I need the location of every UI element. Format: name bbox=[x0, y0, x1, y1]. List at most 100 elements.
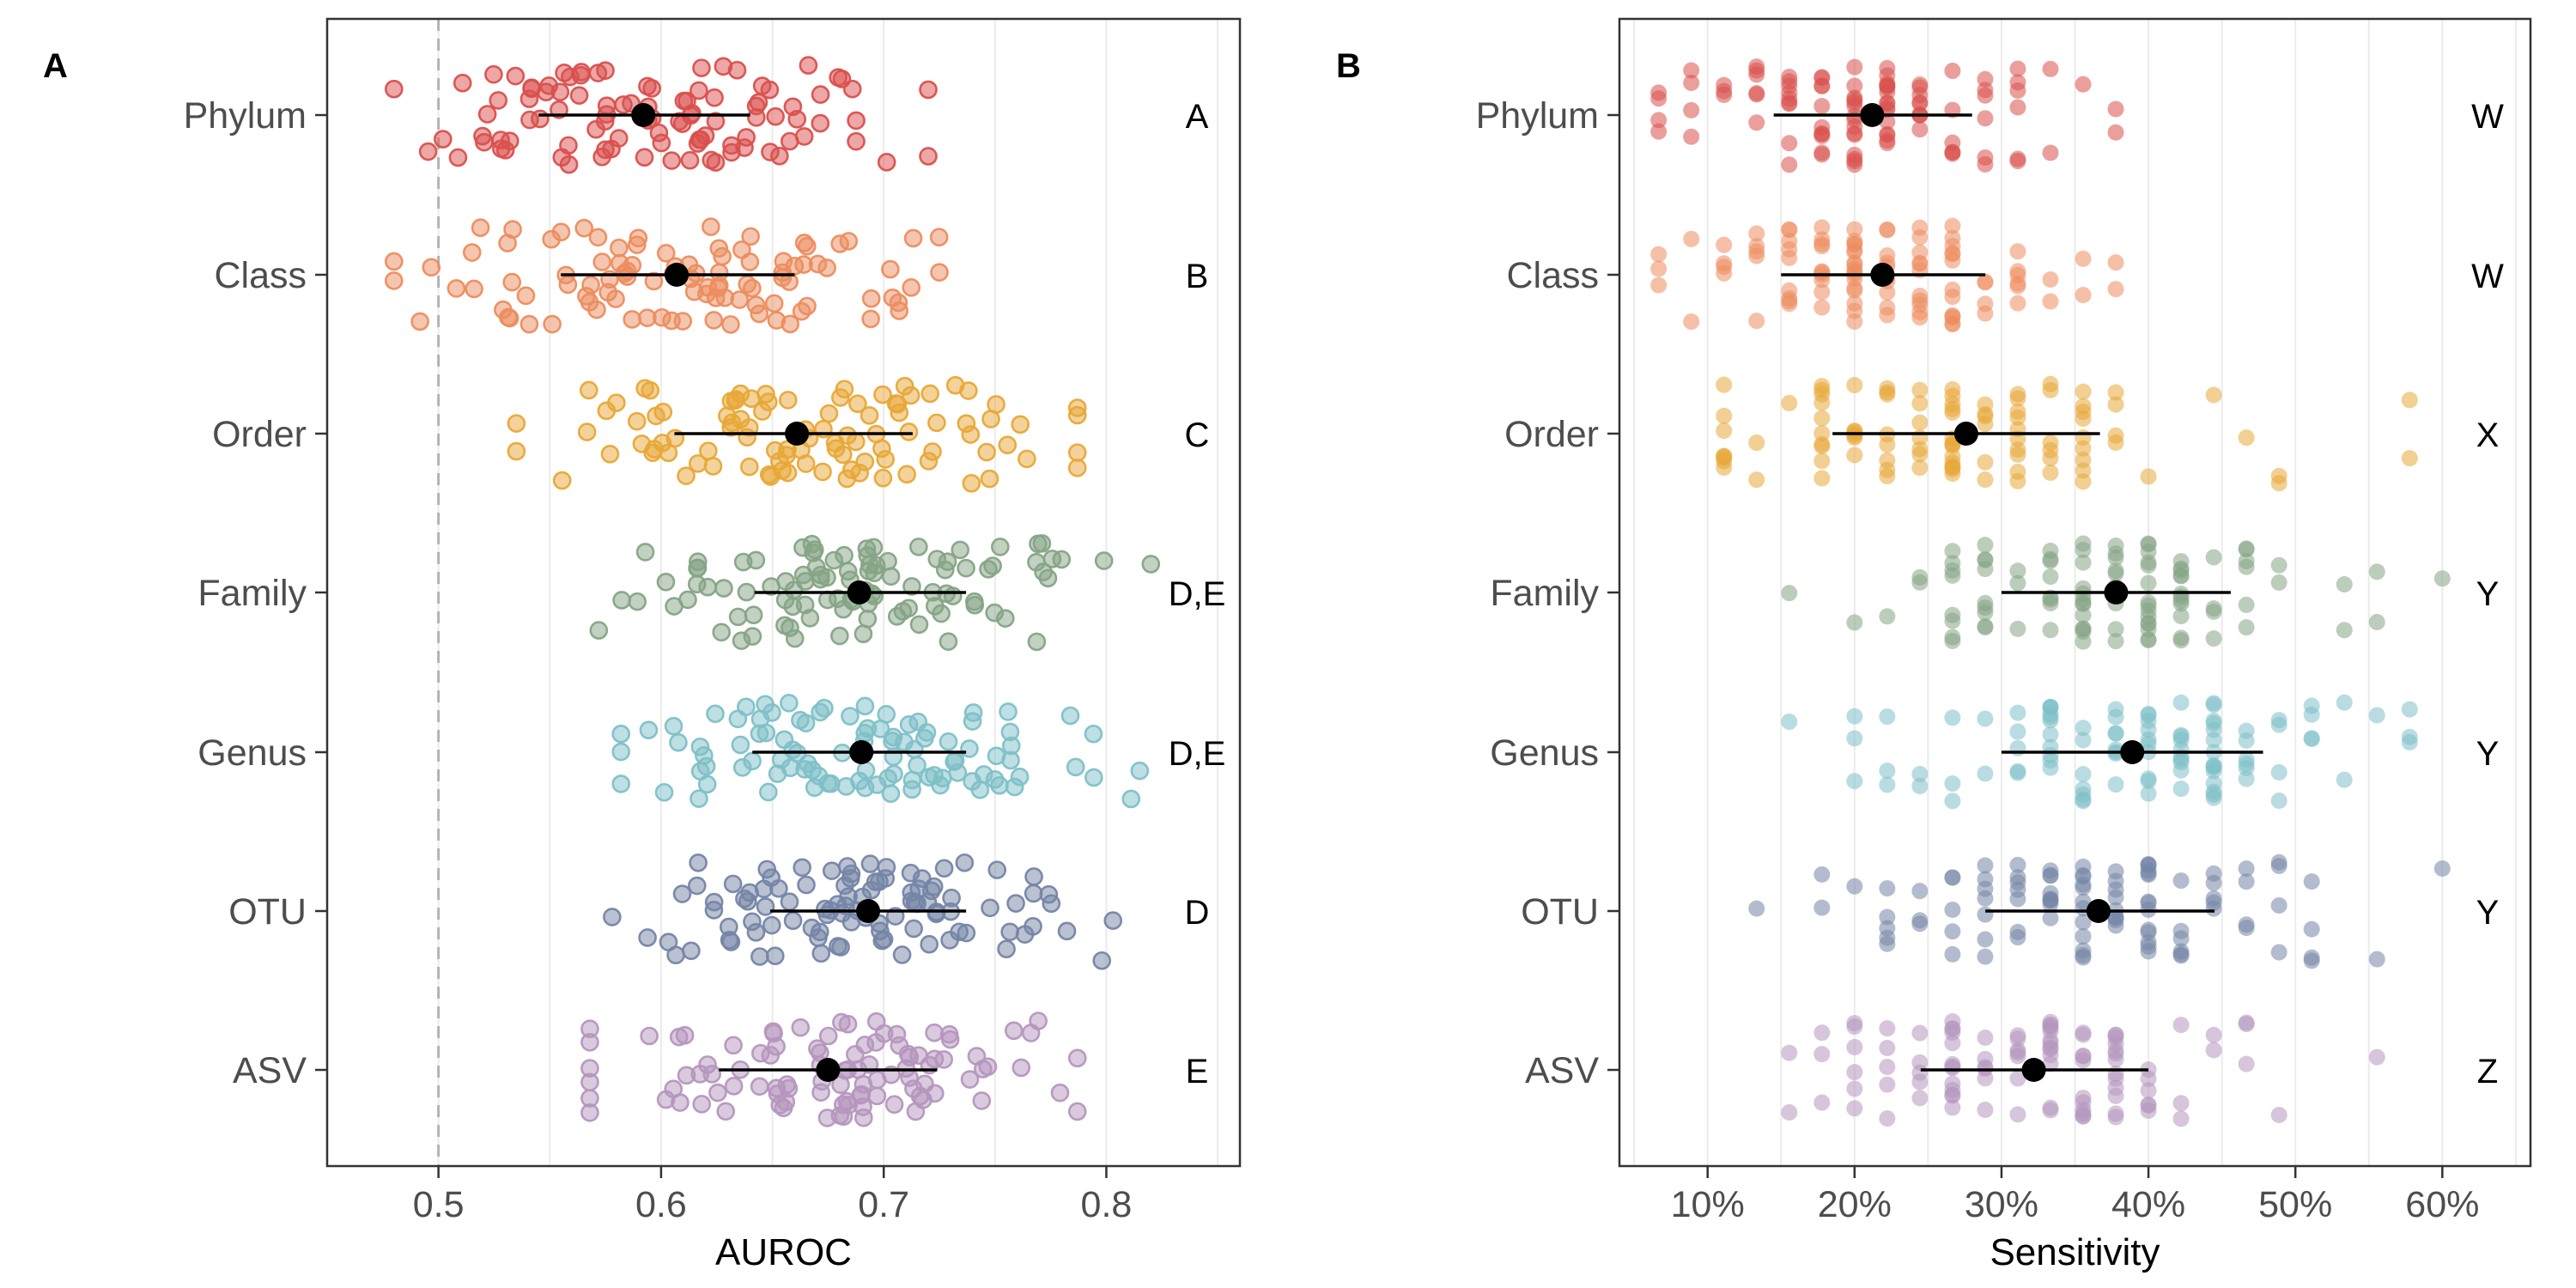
data-point bbox=[1911, 395, 1929, 412]
y-tick-label: Phylum bbox=[184, 95, 307, 137]
data-point bbox=[519, 314, 539, 334]
data-point bbox=[728, 607, 748, 627]
data-point bbox=[774, 252, 793, 271]
data-point bbox=[975, 765, 993, 784]
data-point bbox=[580, 380, 598, 400]
data-point bbox=[811, 113, 830, 133]
data-point bbox=[2009, 574, 2026, 592]
data-point bbox=[746, 550, 766, 570]
data-point bbox=[934, 1050, 954, 1069]
data-point bbox=[721, 933, 741, 951]
data-point bbox=[638, 928, 657, 947]
data-point bbox=[773, 268, 793, 288]
data-point bbox=[927, 413, 946, 433]
data-point bbox=[930, 263, 949, 282]
data-point bbox=[960, 1070, 980, 1089]
data-point bbox=[774, 1098, 793, 1118]
significance-letter: Z bbox=[2477, 1053, 2498, 1091]
data-point bbox=[1977, 295, 1994, 313]
data-point bbox=[1814, 1024, 1831, 1042]
data-point bbox=[2042, 1041, 2059, 1058]
data-point bbox=[1716, 76, 1733, 94]
data-point bbox=[2042, 752, 2059, 769]
data-point bbox=[2107, 100, 2124, 118]
data-point bbox=[1977, 471, 1994, 489]
data-point bbox=[1683, 313, 1700, 331]
data-point bbox=[1781, 585, 1798, 602]
data-point bbox=[858, 609, 878, 629]
data-point bbox=[1814, 470, 1831, 487]
data-point bbox=[489, 91, 508, 110]
data-point bbox=[1911, 228, 1929, 246]
data-point bbox=[832, 70, 852, 88]
data-point bbox=[2009, 446, 2026, 463]
data-point bbox=[2075, 250, 2092, 267]
data-point bbox=[2172, 947, 2190, 964]
data-point bbox=[2009, 704, 2026, 721]
data-point bbox=[722, 136, 741, 155]
mean-point bbox=[1870, 263, 1895, 287]
data-point bbox=[706, 704, 725, 724]
data-point bbox=[1038, 568, 1058, 588]
data-point bbox=[580, 293, 599, 312]
data-point bbox=[1846, 118, 1863, 136]
data-point bbox=[871, 921, 890, 941]
data-point bbox=[2042, 591, 2059, 608]
data-point bbox=[739, 457, 759, 477]
data-point bbox=[692, 1095, 712, 1114]
data-point bbox=[920, 934, 939, 954]
data-point bbox=[895, 376, 914, 396]
data-point bbox=[2140, 721, 2157, 738]
mean-point bbox=[631, 103, 656, 127]
data-point bbox=[473, 126, 492, 146]
data-point bbox=[2075, 620, 2092, 637]
data-point bbox=[2238, 1016, 2255, 1033]
data-point bbox=[924, 877, 944, 896]
data-point bbox=[690, 737, 710, 756]
significance-letter: B bbox=[1186, 258, 1209, 295]
data-point bbox=[766, 106, 785, 126]
data-point bbox=[714, 57, 733, 76]
data-point bbox=[1911, 1073, 1929, 1091]
data-point bbox=[1846, 1064, 1863, 1081]
data-point bbox=[1977, 880, 1994, 897]
data-point bbox=[1911, 1090, 1929, 1107]
data-point bbox=[829, 937, 848, 956]
data-point bbox=[600, 445, 620, 464]
mean-point bbox=[2086, 899, 2111, 923]
data-point bbox=[1879, 222, 1896, 239]
data-point bbox=[1879, 908, 1896, 926]
data-point bbox=[706, 153, 726, 172]
data-point bbox=[1650, 260, 1668, 277]
data-point bbox=[899, 422, 919, 441]
data-point bbox=[2140, 602, 2157, 619]
data-point bbox=[1944, 629, 1961, 646]
data-point bbox=[972, 1091, 992, 1110]
data-point bbox=[1944, 63, 1961, 80]
data-point bbox=[2042, 726, 2059, 743]
data-point bbox=[1814, 283, 1831, 301]
data-point bbox=[2009, 762, 2026, 780]
data-point bbox=[2009, 856, 2026, 873]
significance-letter: D,E bbox=[1169, 735, 1226, 773]
data-point bbox=[1067, 443, 1087, 462]
data-point bbox=[1846, 878, 1863, 895]
data-point bbox=[798, 296, 817, 316]
data-point bbox=[2303, 873, 2320, 890]
data-point bbox=[494, 300, 513, 319]
data-point bbox=[2107, 549, 2124, 566]
data-point bbox=[855, 696, 875, 716]
data-point bbox=[628, 592, 647, 611]
data-point bbox=[763, 1022, 783, 1042]
data-point bbox=[1944, 775, 1961, 793]
data-point bbox=[507, 441, 526, 461]
data-point bbox=[1814, 299, 1831, 316]
data-point bbox=[2107, 1036, 2124, 1053]
data-point bbox=[2336, 694, 2353, 711]
data-point bbox=[2107, 1065, 2124, 1082]
data-point bbox=[2009, 723, 2026, 740]
data-point bbox=[1977, 551, 1994, 568]
data-point bbox=[2270, 764, 2287, 781]
data-point bbox=[610, 238, 629, 258]
data-point bbox=[2172, 930, 2190, 947]
